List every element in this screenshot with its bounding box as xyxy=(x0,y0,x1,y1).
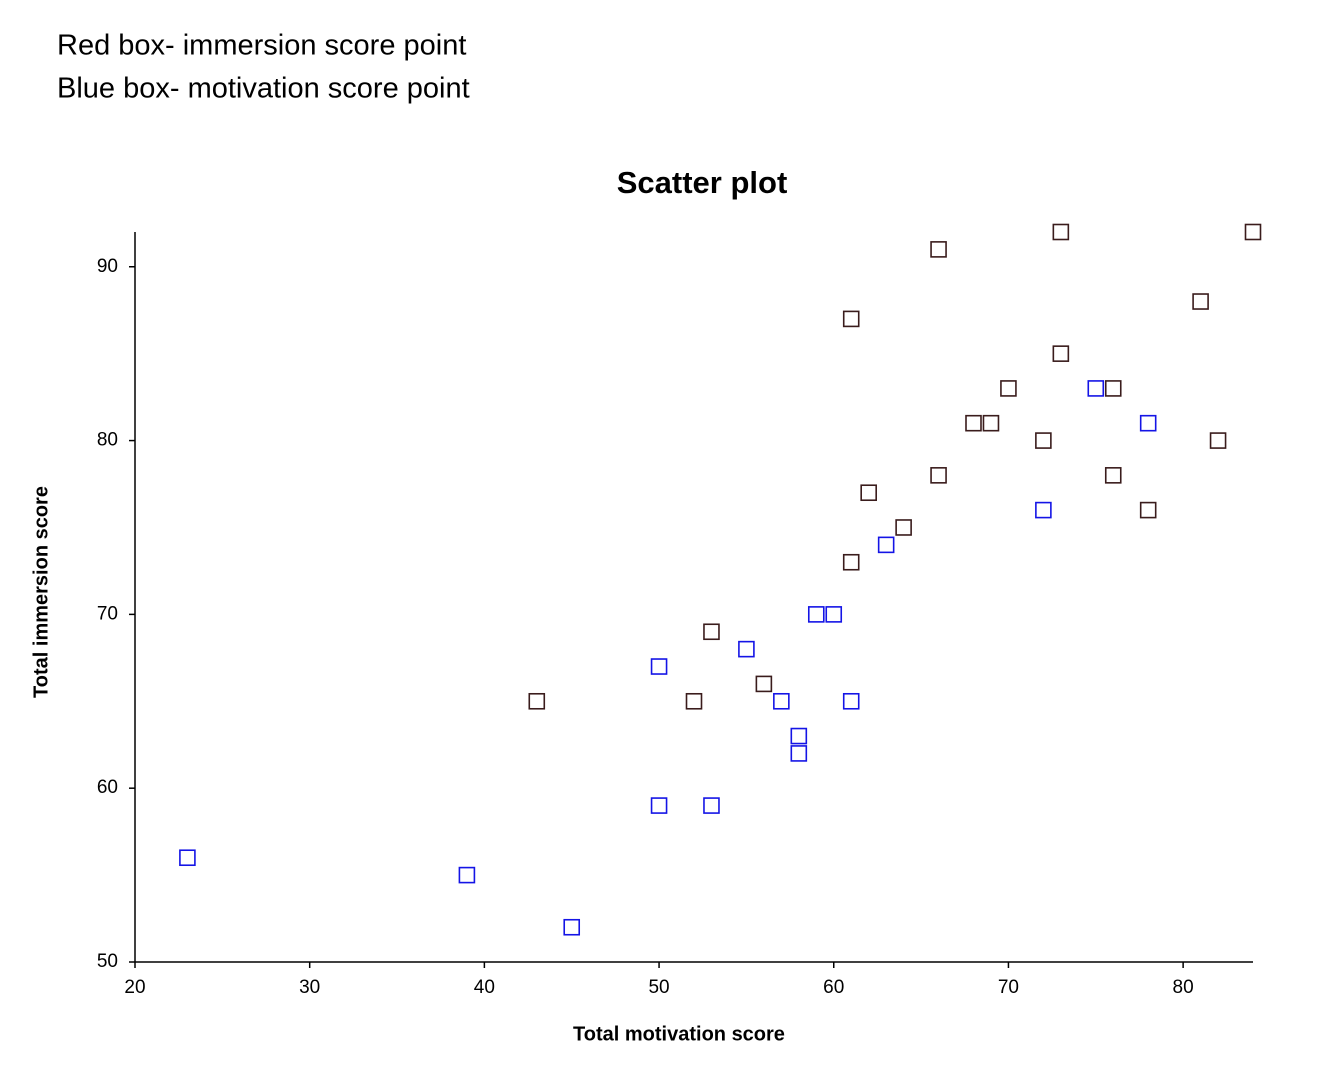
y-tick-label: 60 xyxy=(97,777,118,798)
point xyxy=(563,918,581,936)
point xyxy=(1104,380,1122,397)
point xyxy=(930,467,947,484)
point xyxy=(965,414,982,432)
chart-title: Scatter plot xyxy=(617,165,788,200)
point xyxy=(982,414,1000,432)
x-tick-label: 80 xyxy=(1173,977,1194,998)
point xyxy=(842,553,860,571)
x-tick-label: 50 xyxy=(648,977,669,998)
point xyxy=(860,484,877,502)
annotation: Blue box- motivation score point xyxy=(57,73,470,105)
point xyxy=(755,675,773,693)
x-tick-label: 40 xyxy=(474,977,495,998)
annotation: Red box- immersion score point xyxy=(57,30,466,62)
point xyxy=(179,849,196,867)
point xyxy=(1052,345,1070,362)
x-tick-label: 20 xyxy=(124,977,145,998)
point xyxy=(1104,467,1122,484)
x-tick-label: 30 xyxy=(299,977,320,998)
x-tick-label: 60 xyxy=(823,977,844,998)
point xyxy=(1192,293,1209,310)
point xyxy=(1139,414,1157,432)
point xyxy=(650,797,668,814)
point xyxy=(877,536,895,554)
y-tick-label: 90 xyxy=(97,256,118,277)
point xyxy=(825,606,843,623)
point xyxy=(703,797,720,814)
point xyxy=(1087,380,1105,397)
point xyxy=(1244,223,1262,241)
y-tick-label: 70 xyxy=(97,603,118,624)
point xyxy=(738,640,755,658)
point xyxy=(895,519,912,536)
point xyxy=(528,692,546,710)
point xyxy=(1139,501,1157,519)
point xyxy=(790,745,808,762)
point xyxy=(807,606,825,623)
point xyxy=(1035,501,1052,519)
point xyxy=(1035,432,1052,449)
point xyxy=(842,692,860,710)
point xyxy=(773,692,790,710)
point xyxy=(703,623,720,641)
y-tick-label: 50 xyxy=(97,951,118,972)
point xyxy=(1000,380,1017,397)
point xyxy=(1052,223,1070,241)
point xyxy=(458,866,476,884)
point xyxy=(1209,432,1227,449)
x-axis-label: Total motivation score xyxy=(573,1023,785,1045)
point xyxy=(685,692,703,710)
y-tick-label: 80 xyxy=(97,430,118,451)
point xyxy=(650,658,668,675)
point xyxy=(790,727,808,745)
point xyxy=(842,310,860,328)
y-axis-label: Total immersion score xyxy=(30,486,52,698)
point xyxy=(930,241,947,258)
x-tick-label: 70 xyxy=(998,977,1019,998)
